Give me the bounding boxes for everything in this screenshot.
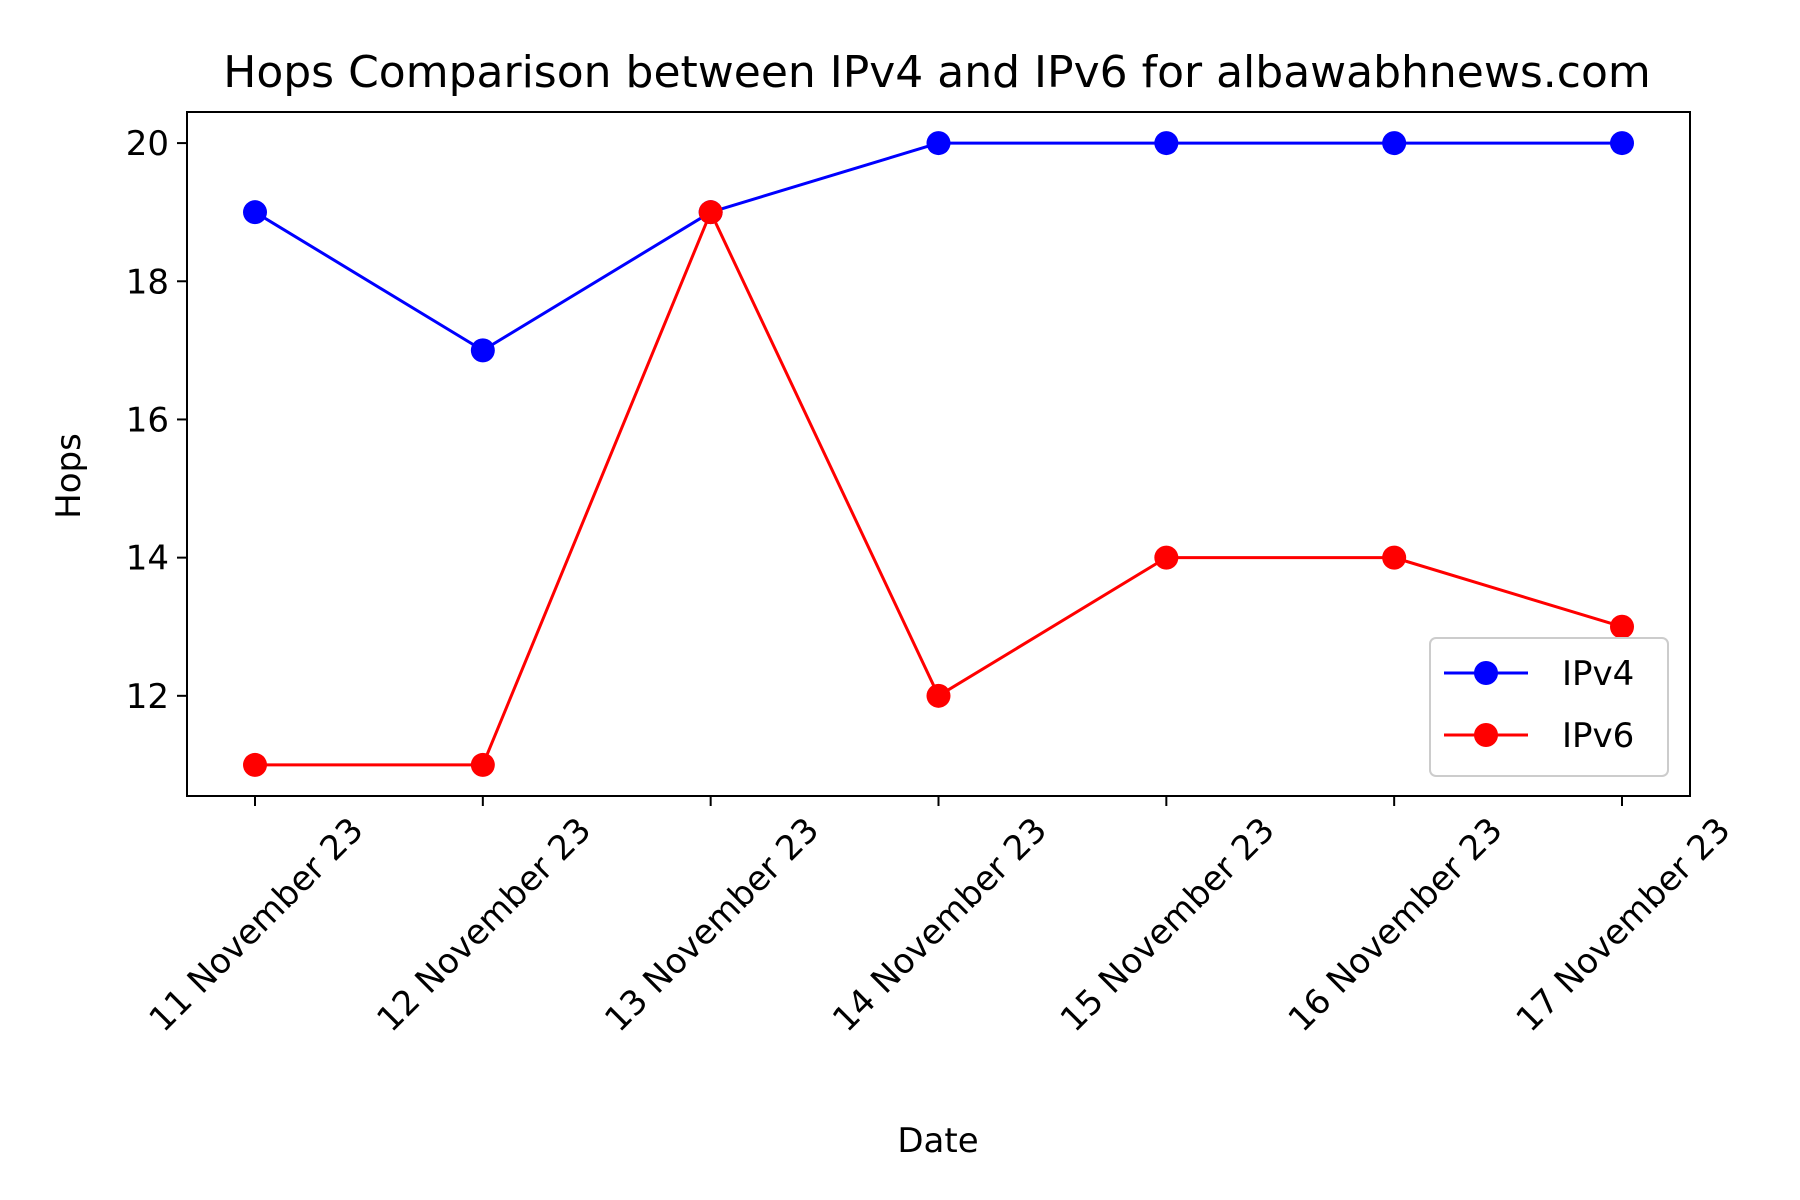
y-tick-label: 18 [126,262,169,302]
data-point-ipv4 [1610,131,1634,156]
legend-label-ipv4: IPv4 [1562,654,1634,694]
series-layer [243,131,1634,777]
data-point-ipv4 [470,338,495,363]
y-tick-label: 14 [126,539,169,579]
x-tick-label: 12 November 23 [369,810,599,1040]
legend-label-ipv6: IPv6 [1562,716,1634,756]
y-tick-label: 16 [126,400,169,440]
data-point-ipv6 [1382,545,1407,570]
y-axis-label: Hops [49,433,89,519]
legend-marker-ipv6 [1474,723,1498,747]
y-tick-label: 12 [126,677,169,717]
x-tick-label: 17 November 23 [1509,810,1739,1040]
x-tick-label: 13 November 23 [597,810,827,1040]
y-tick-label: 20 [126,124,169,164]
x-tick-label: 16 November 23 [1281,810,1511,1040]
legend-marker-ipv4 [1474,661,1498,685]
x-tick-label: 15 November 23 [1053,810,1283,1040]
chart-title: Hops Comparison between IPv4 and IPv6 fo… [223,47,1651,98]
data-point-ipv4 [1382,131,1407,156]
x-tick-label: 11 November 23 [142,810,372,1040]
data-point-ipv6 [698,200,723,225]
data-point-ipv6 [1610,614,1634,639]
legend: IPv4 IPv6 [1429,637,1669,777]
data-point-ipv6 [1154,545,1179,570]
data-point-ipv6 [926,683,951,708]
series-line-ipv4 [253,141,1624,352]
data-point-ipv4 [243,200,267,225]
series-line-ipv6 [253,210,1624,767]
x-tick-label: 14 November 23 [825,810,1055,1040]
data-point-ipv4 [1154,131,1179,156]
data-point-ipv4 [926,131,951,156]
x-axis-label: Date [897,1121,978,1161]
data-point-ipv6 [470,752,495,777]
data-point-ipv6 [243,752,267,777]
y-axis: 12 14 16 18 20 [126,124,187,717]
